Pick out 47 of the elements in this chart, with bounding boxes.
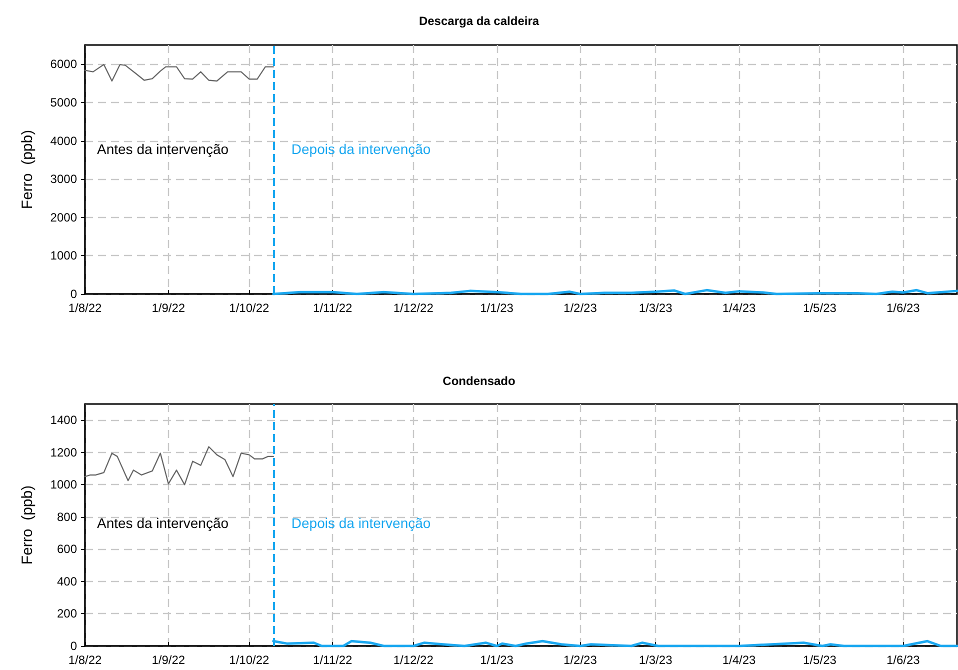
chart-title: Condensado (442, 374, 516, 388)
x-tick-label: 1/8/22 (68, 653, 102, 667)
x-tick-label: 1/3/23 (638, 301, 673, 315)
y-tick-label: 3000 (50, 172, 78, 186)
chart-title: Descarga da caldeira (418, 14, 540, 28)
y-tick-label: 5000 (50, 95, 78, 110)
y-tick-label: 4000 (50, 134, 78, 148)
annotation: Depois da intervenção (291, 141, 431, 157)
y-tick-label: 1200 (50, 445, 78, 460)
y-axis-title: Ferro (ppb) (19, 485, 36, 565)
annotation: Depois da intervenção (291, 515, 431, 531)
y-tick-label: 0 (70, 639, 78, 653)
x-tick-label: 1/2/23 (564, 653, 598, 667)
y-tick-label: 1000 (50, 478, 78, 492)
x-tick-label: 1/8/22 (68, 301, 102, 315)
x-tick-label: 1/11/22 (313, 301, 352, 315)
y-tick-label: 0 (70, 287, 78, 301)
x-tick-label: 1/11/22 (313, 653, 352, 667)
x-tick-label: 1/2/23 (564, 301, 598, 315)
x-tick-label: 1/9/22 (152, 653, 186, 667)
y-tick-label: 400 (56, 574, 78, 588)
y-tick-label: 800 (56, 510, 78, 524)
y-tick-label: 2000 (50, 210, 78, 224)
annotation: Antes da intervenção (97, 141, 229, 157)
annotation: Antes da intervenção (97, 515, 229, 531)
x-tick-label: 1/10/22 (229, 653, 270, 667)
y-tick-label: 600 (56, 542, 78, 556)
x-tick-label: 1/6/23 (886, 301, 920, 315)
y-axis-title: Ferro (ppb) (19, 130, 36, 210)
y-tick-label: 1000 (50, 248, 78, 263)
x-tick-label: 1/10/22 (229, 301, 270, 315)
line-series (84, 64, 274, 82)
x-tick-label: 1/1/23 (480, 301, 514, 315)
x-tick-label: 1/9/22 (152, 301, 186, 315)
x-tick-label: 1/5/23 (803, 653, 837, 667)
y-tick-label: 200 (56, 606, 78, 621)
x-tick-label: 1/3/23 (638, 653, 673, 667)
y-tick-label: 1400 (50, 413, 78, 428)
line-series (84, 446, 274, 486)
x-tick-label: 1/12/22 (393, 653, 434, 667)
x-tick-label: 1/5/23 (803, 301, 837, 315)
x-tick-label: 1/4/23 (722, 653, 756, 667)
x-tick-label: 1/1/23 (480, 653, 514, 667)
x-tick-label: 1/4/23 (722, 301, 756, 315)
y-tick-label: 6000 (50, 57, 78, 72)
x-tick-label: 1/6/23 (886, 653, 920, 667)
x-tick-label: 1/12/22 (393, 301, 434, 315)
